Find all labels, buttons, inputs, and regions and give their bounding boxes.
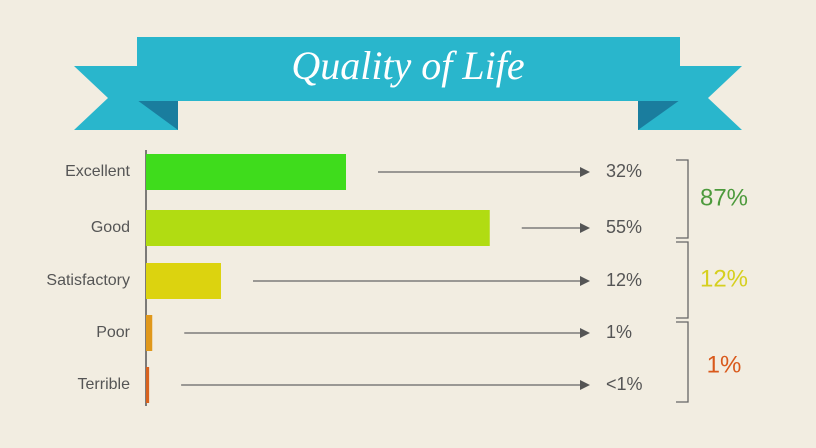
group-label: 87% [700,184,748,211]
value-label: 32% [606,161,642,181]
value-label: <1% [606,374,643,394]
value-label: 1% [606,322,632,342]
bracket [676,241,689,319]
bar [146,315,153,351]
chart-title: Quality of Life [291,43,524,88]
category-label: Satisfactory [46,272,130,289]
arrow-head [580,328,590,338]
category-label: Good [91,219,130,236]
group-label: 1% [707,351,742,378]
arrow-head [580,276,590,286]
bar [146,367,150,403]
banner [137,37,680,101]
bar [146,210,490,246]
category-label: Terrible [78,376,131,393]
bar [146,154,346,190]
bracket [676,321,689,403]
bracket [676,159,689,239]
group-label: 12% [700,265,748,292]
arrow-head [580,223,590,233]
arrow-head [580,380,590,390]
category-label: Excellent [65,163,130,180]
value-label: 55% [606,217,642,237]
category-label: Poor [96,324,130,341]
banner-fold-left [137,100,178,130]
arrow-head [580,167,590,177]
value-label: 12% [606,270,642,290]
banner-fold-right [638,100,680,130]
bar [146,263,221,299]
